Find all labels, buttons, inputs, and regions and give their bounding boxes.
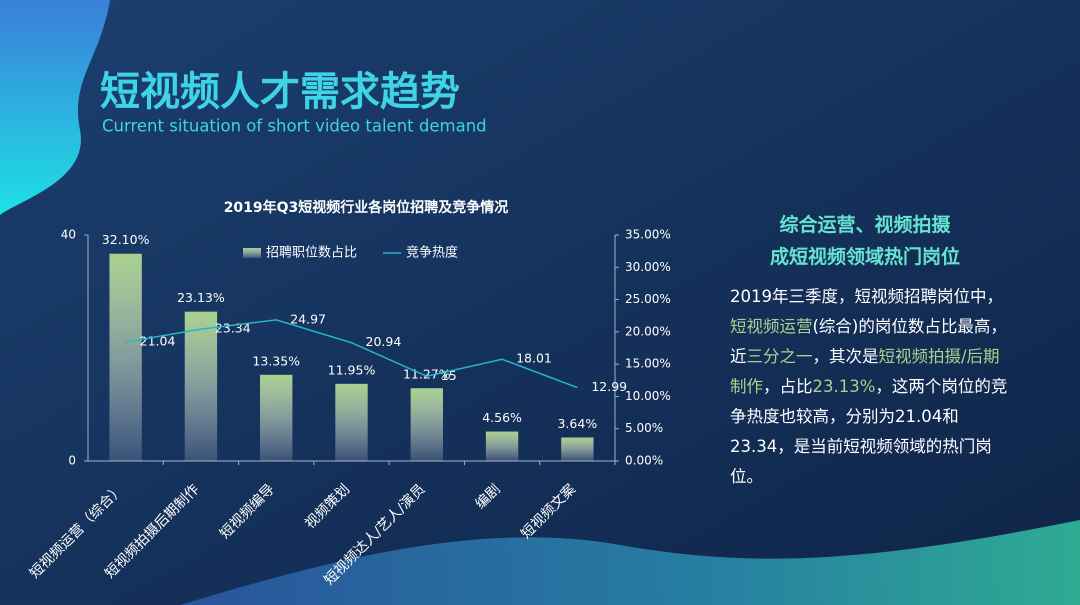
y2-tick-label: 0.00%: [625, 454, 663, 468]
line-label: 12.99: [591, 379, 627, 394]
body-segment: 2019年三季度，短视频招聘岗位中，: [730, 287, 1003, 306]
body-segment: 23.13%: [812, 377, 876, 396]
y2-tick-label: 10.00%: [625, 389, 671, 403]
line-label: 20.94: [366, 334, 402, 349]
body-segment: 短视频运营: [730, 317, 813, 336]
bar: [485, 431, 519, 461]
bar-label: 4.56%: [482, 410, 522, 425]
bar-label: 32.10%: [102, 232, 150, 247]
page-subtitle: Current situation of short video talent …: [102, 117, 487, 136]
y-tick-label: 0: [68, 454, 76, 468]
bar-label: 11.95%: [328, 362, 376, 377]
bar-label: 13.35%: [252, 353, 300, 368]
body-segment: ，这两个岗位的竞争热度也较高，分别为21.04和23.34，是当前短视频领域的热…: [730, 377, 1008, 486]
y-tick-label: 40: [61, 228, 76, 242]
y2-tick-label: 30.00%: [625, 260, 671, 274]
side-heading: 成短视频领域热门岗位: [769, 246, 960, 268]
bar: [410, 388, 443, 461]
bar: [335, 383, 368, 461]
body-segment: 短视频拍摄/后期制作: [730, 347, 1000, 396]
y2-tick-label: 20.00%: [625, 324, 671, 338]
legend-label: 竞争热度: [406, 245, 458, 261]
body-segment: (综合)的岗位数占比最高，近: [730, 317, 1007, 366]
chart-title: 2019年Q3短视频行业各岗位招聘及竞争情况: [224, 199, 509, 216]
line-label: 23.34: [215, 321, 251, 336]
body-segment: ，占比: [763, 377, 813, 396]
body-segment: ，其次是: [812, 347, 879, 366]
y2-tick-label: 15.00%: [625, 357, 671, 371]
decor-wave: [180, 520, 1080, 605]
body-segment: 三分之一: [746, 347, 813, 366]
decor-blob: [0, 0, 110, 215]
page-title: 短视频人才需求趋势: [100, 69, 460, 115]
line-label: 18.01: [516, 351, 552, 366]
side-heading: 综合运营、视频拍摄: [779, 214, 951, 236]
bar-label: 3.64%: [557, 416, 597, 431]
legend-label: 招聘职位数占比: [266, 246, 357, 261]
bar: [561, 437, 594, 461]
side-body: 2019年三季度，短视频招聘岗位中， 短视频运营(综合)的岗位数占比最高，近三分之…: [730, 282, 1015, 492]
y2-tick-label: 5.00%: [625, 421, 663, 435]
y2-tick-label: 35.00%: [625, 228, 671, 242]
legend-swatch: [243, 248, 261, 258]
bar: [184, 311, 218, 461]
bar: [109, 253, 142, 461]
line-label: 21.04: [140, 334, 176, 349]
line-label: 24.97: [290, 311, 326, 326]
bar-label: 23.13%: [177, 290, 225, 305]
bar: [260, 374, 293, 461]
y2-tick-label: 25.00%: [625, 292, 671, 306]
line: [125, 319, 578, 389]
